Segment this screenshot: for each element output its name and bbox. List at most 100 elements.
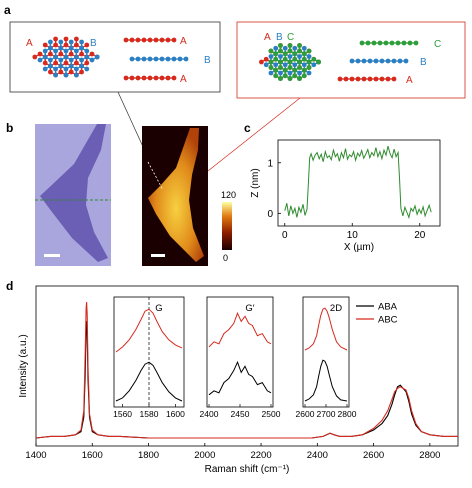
trilayer-stack-c-atom: [407, 40, 413, 46]
trilayer-stack-c-atom: [377, 40, 383, 46]
y-axis-label: Z (nm): [250, 168, 261, 197]
bilayer-stack-a-bot-atom: [147, 75, 153, 81]
inset-x-tick-label: 1560: [113, 409, 132, 419]
trilayer-lattice-atom: [287, 59, 293, 65]
bilayer-lattice: [32, 36, 100, 78]
height-profile-line: [284, 145, 432, 220]
bilayer-lattice-atom: [48, 39, 53, 45]
trilayer-lattice-atom: [297, 76, 302, 81]
plot-frame: [277, 139, 441, 227]
trilayer-stack-a-atom: [373, 76, 379, 82]
trilayer-lattice-atom: [311, 62, 317, 68]
trilayer-stack-a-atom: [355, 76, 361, 82]
trilayer-lattice-atom: [273, 56, 279, 62]
bilayer-lattice-atom: [53, 36, 59, 42]
bilayer-stack-b-atom: [135, 56, 141, 62]
bilayer-stack-a-bot-atom: [129, 75, 135, 81]
inset-x-tick-label: 2700: [317, 409, 336, 419]
bilayer-stack-b-atom: [177, 56, 183, 62]
bilayer-lattice-atom: [68, 45, 74, 51]
trilayer-lattice-atom: [282, 45, 288, 51]
trilayer-lattice-label-c: C: [287, 32, 294, 43]
trilayer-lattice-atom: [287, 54, 293, 59]
bilayer-lattice-atom: [58, 51, 64, 57]
bilayer-stack-a-top-atom: [159, 37, 165, 43]
trilayer-lattice-atom: [282, 51, 288, 57]
bilayer-stack-a-top-atom: [141, 37, 147, 43]
bilayer-lattice-atom: [58, 57, 64, 63]
trilayer-lattice-atom: [292, 73, 298, 79]
inset-title: G: [155, 303, 162, 314]
inset-x-tick-label: 2400: [200, 409, 219, 419]
trilayer-lattice-atom: [292, 51, 298, 57]
inset-line-abc: [208, 311, 272, 348]
trilayer-stack-c-atom: [389, 40, 395, 46]
bilayer-stack-b-atom: [183, 56, 189, 62]
y-tick-label: 0: [267, 209, 273, 220]
bilayer-lattice-atom: [73, 42, 79, 48]
bilayer-lattice-atom: [89, 51, 95, 57]
bilayer-lattice-atom: [84, 66, 90, 72]
inset-title: G′: [245, 303, 254, 314]
bilayer-lattice-atom: [68, 69, 74, 75]
inset-2: 2D 2600 2700 2800: [296, 296, 357, 419]
trilayer-stack-label-mid: B: [420, 57, 427, 68]
inset-x-tick-label: 2450: [231, 409, 250, 419]
bilayer-stack-a-bot-atom: [165, 75, 171, 81]
bilayer-lattice-atom: [68, 57, 74, 63]
trilayer-lattice-atom: [301, 45, 307, 51]
trilayer-lattice-atom: [287, 76, 293, 81]
trilayer-stack-c-atom: [371, 40, 377, 46]
trilayer-lattice-atom: [268, 65, 274, 70]
trilayer-lattice-atom: [282, 73, 288, 79]
height-profile-chart: 0 10 20 0 1 X (µm) Z (nm): [250, 139, 441, 253]
bilayer-lattice-atom: [79, 69, 84, 75]
bilayer-stack-a-top-atom: [153, 37, 159, 43]
bilayer-lattice-atom: [42, 48, 48, 54]
inset-x-tick-label: 2500: [262, 409, 281, 419]
trilayer-lattice-atom: [301, 67, 307, 73]
bilayer-lattice-atom: [48, 63, 53, 69]
bilayer-lattice-atom: [37, 51, 43, 57]
colorbar-min: 0: [223, 253, 228, 263]
inset-1: G′ 2400 2450 2500: [200, 296, 281, 419]
bilayer-lattice-atom: [37, 57, 43, 63]
panel-c-label: c: [244, 121, 251, 135]
trilayer-stack-b-atom: [379, 58, 385, 64]
x-tick-label: 1800: [138, 450, 159, 461]
inset-frame: [302, 296, 350, 408]
panel-d-label: d: [6, 279, 13, 293]
bilayer-lattice-atom: [63, 54, 69, 60]
optical-scale-bar: [44, 254, 60, 257]
x-axis-label: Raman shift (cm⁻¹): [205, 464, 290, 475]
legend-label: ABC: [378, 315, 398, 326]
bilayer-stack-b-atom: [129, 56, 135, 62]
bilayer-lattice-atom: [79, 51, 84, 57]
trilayer-lattice-label-a: A: [264, 32, 271, 43]
x-tick-label: 10: [347, 230, 359, 241]
trilayer-lattice-atom: [278, 76, 283, 81]
trilayer-lattice-atom: [311, 56, 317, 62]
trilayer-lattice-atom: [278, 65, 283, 70]
bilayer-stack-a-top-atom: [129, 37, 135, 43]
trilayer-lattice-atom: [273, 51, 279, 57]
trilayer-lattice-atom: [263, 62, 269, 68]
trilayer-lattice-atom: [306, 54, 312, 59]
bilayer-lattice-atom: [32, 54, 38, 60]
trilayer-lattice-atom: [273, 67, 279, 73]
bilayer-lattice-atom: [73, 66, 79, 72]
trilayer-stack-a-atom: [361, 76, 367, 82]
x-tick-label: 2200: [250, 450, 271, 461]
legend-label: ABA: [378, 302, 398, 313]
trilayer-lattice-atom: [278, 70, 283, 76]
trilayer-lattice-atom: [268, 59, 274, 65]
trilayer-lattice-atom: [273, 73, 279, 79]
bilayer-lattice-atom: [53, 54, 59, 60]
bilayer-lattice-atom: [79, 45, 84, 51]
trilayer-lattice-atom: [301, 51, 307, 57]
x-axis-label: X (µm): [344, 242, 374, 253]
inset-line-aba: [304, 359, 348, 402]
bilayer-lattice-atom: [53, 42, 59, 48]
bilayer-lattice-atom: [94, 54, 100, 60]
bilayer-stack-b-atom: [153, 56, 159, 62]
